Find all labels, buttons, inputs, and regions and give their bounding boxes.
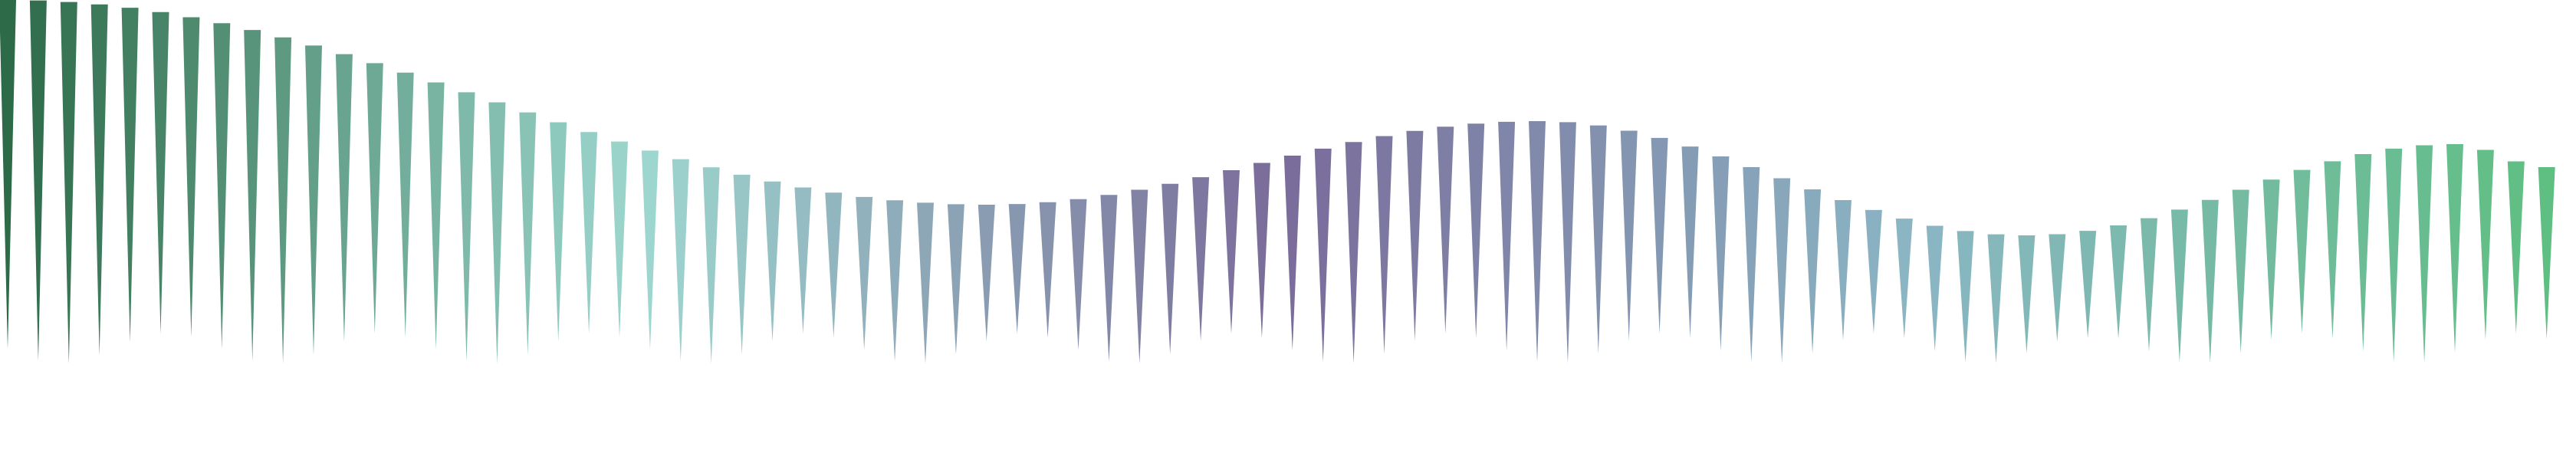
spike-41: [1223, 169, 1240, 334]
spike-78: [2354, 153, 2372, 352]
spike-36: [1070, 199, 1087, 350]
spike-9: [244, 30, 261, 361]
spike-67: [2018, 235, 2036, 353]
spike-38: [1131, 189, 1148, 364]
spike-69: [2079, 231, 2097, 339]
spike-77: [2324, 161, 2341, 339]
spike-4: [90, 4, 108, 356]
spike-7: [182, 17, 200, 337]
spike-81: [2446, 144, 2463, 353]
spike-12: [335, 54, 353, 342]
spike-70: [2110, 225, 2128, 339]
spike-74: [2232, 189, 2249, 353]
spike-20: [580, 132, 598, 334]
spike-14: [396, 72, 414, 337]
spike-8: [213, 23, 231, 350]
spike-58: [1743, 166, 1760, 363]
spike-79: [2385, 148, 2403, 363]
spike-66: [1987, 234, 2005, 363]
spike-42: [1253, 163, 1270, 338]
spike-37: [1100, 195, 1118, 362]
spike-49: [1467, 123, 1485, 338]
spike-48: [1437, 127, 1454, 334]
spike-46: [1375, 136, 1393, 354]
spike-31: [917, 202, 934, 364]
spike-68: [2049, 234, 2066, 342]
spike-2: [29, 0, 47, 361]
spike-6: [152, 12, 169, 334]
spike-64: [1926, 225, 1944, 352]
spike-52: [1559, 122, 1576, 363]
spike-11: [305, 45, 322, 356]
spike-72: [2170, 209, 2188, 363]
spike-84: [2538, 167, 2555, 340]
spike-76: [2293, 169, 2311, 334]
spike-19: [550, 122, 567, 342]
spike-28: [825, 192, 843, 338]
spike-65: [1957, 231, 1974, 363]
spike-26: [764, 181, 781, 342]
spike-56: [1681, 146, 1699, 339]
spike-55: [1651, 137, 1668, 334]
spike-75: [2262, 179, 2280, 340]
spike-25: [733, 174, 751, 355]
spike-63: [1895, 219, 1913, 339]
spike-59: [1773, 178, 1791, 363]
spike-40: [1192, 177, 1210, 341]
spike-21: [611, 141, 628, 337]
spike-39: [1162, 183, 1179, 354]
spike-62: [1865, 209, 1882, 334]
spike-43: [1283, 156, 1301, 351]
spike-17: [488, 102, 506, 364]
spike-61: [1835, 200, 1852, 340]
spike-80: [2416, 145, 2433, 363]
spike-24: [702, 167, 720, 364]
spike-27: [794, 187, 812, 334]
spike-10: [274, 37, 292, 364]
spike-60: [1804, 189, 1822, 354]
spike-44: [1314, 148, 1332, 362]
spike-18: [519, 112, 537, 355]
spike-82: [2476, 150, 2494, 340]
spike-50: [1498, 121, 1516, 351]
spike-35: [1039, 202, 1056, 338]
spike-13: [366, 63, 383, 334]
spike-71: [2141, 218, 2157, 352]
spike-54: [1620, 130, 1638, 341]
spike-53: [1589, 125, 1607, 354]
spike-30: [886, 200, 904, 362]
spike-15: [427, 82, 445, 350]
spike-16: [458, 92, 475, 362]
spike-1: [0, 0, 16, 349]
spike-51: [1529, 121, 1546, 363]
spike-23: [672, 159, 689, 362]
spike-73: [2201, 199, 2219, 363]
spike-29: [856, 196, 873, 350]
spike-83: [2507, 161, 2525, 334]
spike-22: [641, 150, 659, 350]
spike-45: [1345, 142, 1362, 363]
spike-47: [1406, 130, 1424, 341]
spike-57: [1712, 156, 1730, 351]
spike-32: [947, 204, 964, 355]
spike-5: [121, 8, 139, 343]
spike-33: [978, 205, 995, 341]
spike-34: [1008, 204, 1026, 334]
spike-3: [60, 2, 77, 364]
